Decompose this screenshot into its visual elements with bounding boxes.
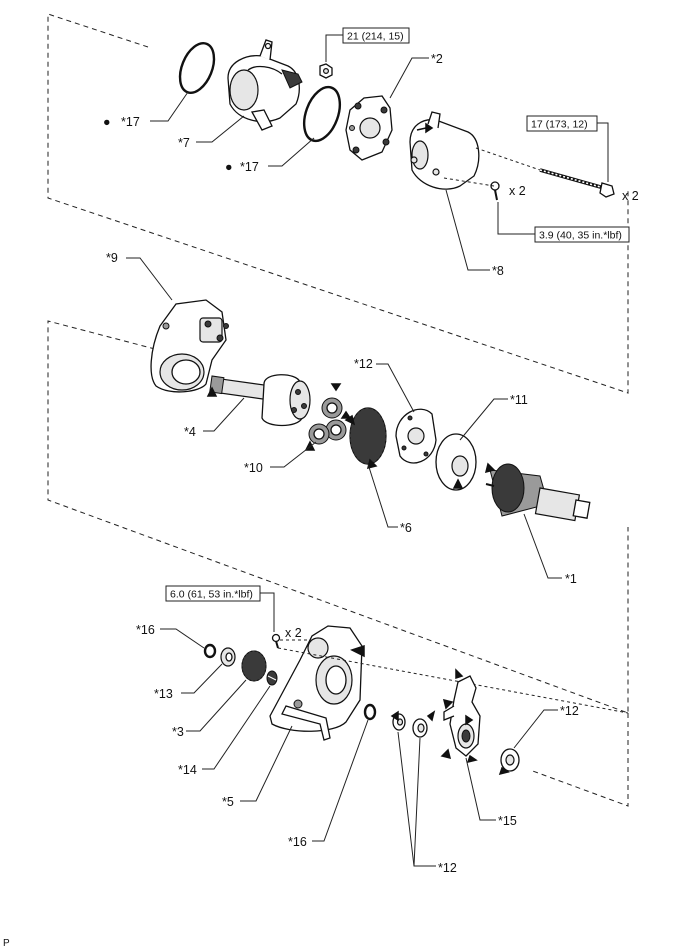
starter-housing xyxy=(150,299,229,393)
planetary-gear-1 xyxy=(321,397,343,419)
arrow-marker-top xyxy=(416,122,434,134)
drive-lever xyxy=(443,675,481,757)
label-12-bottom: *12 xyxy=(438,861,457,875)
svg-text:21 (214, 15): 21 (214, 15) xyxy=(347,31,404,43)
planetary-carrier-shaft xyxy=(209,374,311,427)
washer-bottom-2 xyxy=(412,718,428,738)
label-11: *11 xyxy=(510,393,528,407)
frame-bottom xyxy=(529,713,629,807)
internal-gear xyxy=(349,407,387,465)
qty-screw: x 2 xyxy=(509,184,526,198)
housing-bolt xyxy=(271,633,281,649)
pinion-gear xyxy=(241,650,267,682)
plate-washer-middle xyxy=(395,408,437,464)
planetary-gear-3 xyxy=(308,423,330,445)
commutator-end-frame xyxy=(409,111,480,190)
label-9: *9 xyxy=(106,251,118,265)
torque-box-nut: 21 (214, 15) xyxy=(342,27,410,44)
label-7: *7 xyxy=(178,136,190,150)
clutch-housing xyxy=(269,625,363,741)
washer-right xyxy=(500,748,520,772)
frame-middle xyxy=(47,320,629,714)
label-3: *3 xyxy=(172,725,184,739)
label-10: *10 xyxy=(244,461,263,475)
label-14: *14 xyxy=(178,763,197,777)
torque-box-lower: 6.0 (61, 53 in.*lbf) xyxy=(165,585,261,602)
svg-text:3.9 (40, 35 in.*lbf): 3.9 (40, 35 in.*lbf) xyxy=(539,230,622,242)
figure-code: P xyxy=(3,938,10,949)
brush-holder-plate xyxy=(345,95,393,161)
compression-spring xyxy=(266,670,278,686)
frame-top xyxy=(47,13,629,394)
label-2: *2 xyxy=(431,52,443,66)
torque-box-bolt: 17 (173, 12) xyxy=(526,115,598,132)
svg-text:6.0 (61, 53 in.*lbf): 6.0 (61, 53 in.*lbf) xyxy=(170,589,253,601)
label-13: *13 xyxy=(154,687,173,701)
label-12-middle: *12 xyxy=(354,357,373,371)
magnetic-switch-assembly xyxy=(227,39,303,131)
svg-text:17 (173, 12): 17 (173, 12) xyxy=(531,119,588,131)
arrow-marker-middle xyxy=(206,383,496,489)
qty-bolt-lower: x 2 xyxy=(285,626,302,640)
label-12-right: *12 xyxy=(560,704,579,718)
o-ring-lower xyxy=(302,85,342,143)
label-17-upper: *17 xyxy=(121,115,140,129)
label-16-upper: *16 xyxy=(136,623,155,637)
label-6: *6 xyxy=(400,521,412,535)
end-frame-screw xyxy=(490,181,500,201)
label-16-lower: *16 xyxy=(288,835,307,849)
label-17-lower: *17 xyxy=(240,160,259,174)
non-reusable-marker-1: ● xyxy=(103,115,111,129)
planetary-gear-2 xyxy=(325,419,347,441)
arrow-marker-bottom xyxy=(350,644,510,776)
through-bolt xyxy=(539,168,615,198)
label-8: *8 xyxy=(492,264,504,278)
non-reusable-marker-2: ● xyxy=(225,160,233,174)
armature xyxy=(485,463,591,522)
stop-collar xyxy=(220,647,236,667)
label-1: *1 xyxy=(565,572,577,586)
terminal-nut xyxy=(319,63,333,79)
disc-plate xyxy=(435,433,477,491)
torque-box-screw: 3.9 (40, 35 in.*lbf) xyxy=(534,226,630,243)
snap-ring-upper xyxy=(203,643,217,659)
snap-ring-lower xyxy=(363,703,377,721)
label-15: *15 xyxy=(498,814,517,828)
qty-bolt: x 2 xyxy=(622,189,639,203)
label-4: *4 xyxy=(184,425,196,439)
label-5: *5 xyxy=(222,795,234,809)
o-ring-upper xyxy=(178,42,216,94)
